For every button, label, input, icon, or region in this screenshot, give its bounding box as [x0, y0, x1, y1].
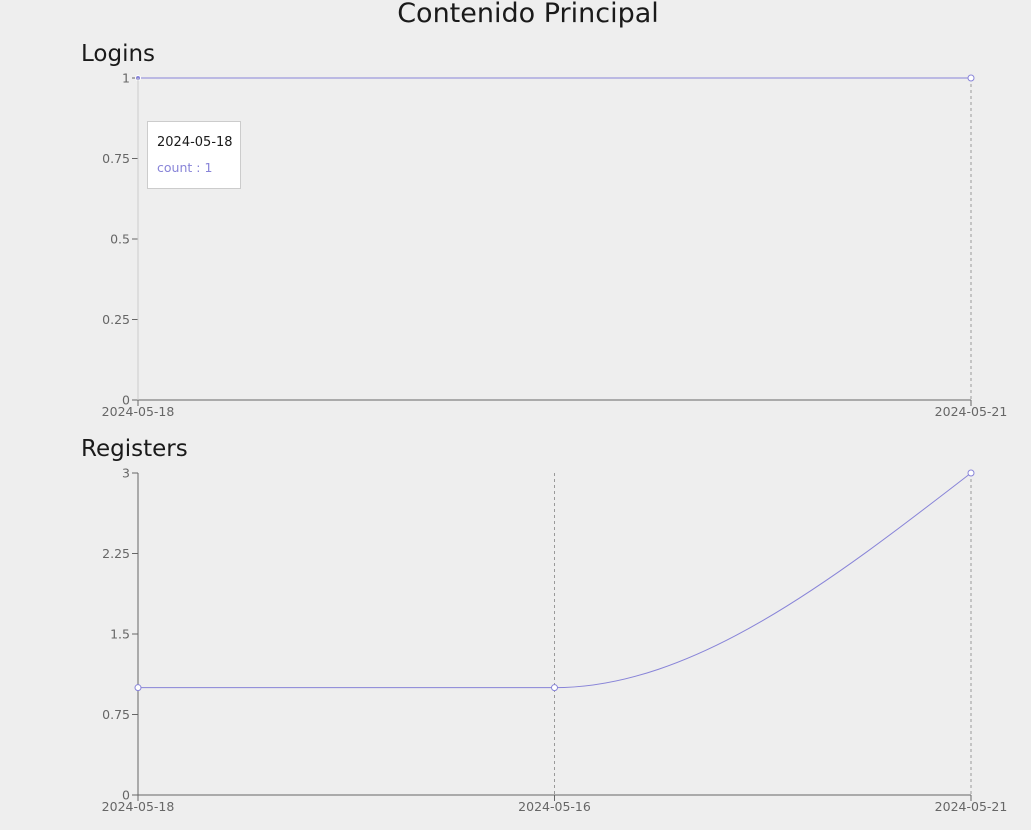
- tooltip-series-name: count: [157, 160, 193, 175]
- x-tick-label: 2024-05-18: [102, 799, 175, 814]
- logins-chart-title: Logins: [81, 41, 156, 67]
- y-tick-label: 0.25: [102, 312, 130, 327]
- x-axis: 2024-05-18 2024-05-21: [102, 399, 1008, 419]
- data-point[interactable]: [967, 469, 975, 477]
- y-tick-label: 1.5: [110, 627, 130, 642]
- tooltip-separator: :: [192, 160, 205, 175]
- logins-line-chart[interactable]: 0 0.25 0.5 0.75 1 2024-05-18 2024-05-21: [0, 60, 1031, 425]
- y-tick-label: 0.75: [102, 707, 130, 722]
- y-tick-label: 2.25: [102, 546, 130, 561]
- y-axis: 0 0.25 0.5 0.75 1: [102, 71, 139, 408]
- y-tick-label: 1: [122, 71, 130, 86]
- logins-tooltip: 2024-05-18 count : 1: [147, 121, 241, 189]
- x-tick-label: 2024-05-21: [935, 799, 1008, 814]
- x-tick-label: 2024-05-18: [102, 404, 175, 419]
- y-tick-label: 0: [122, 393, 130, 408]
- y-tick-label: 0: [122, 788, 130, 803]
- y-axis: 0 0.75 1.5 2.25 3: [102, 466, 139, 803]
- tooltip-date: 2024-05-18: [157, 135, 233, 150]
- tooltip-count: 1: [204, 160, 213, 175]
- x-axis: 2024-05-18 2024-05-16 2024-05-21: [102, 794, 1008, 814]
- data-point[interactable]: [551, 684, 558, 692]
- chart-grid: [137, 473, 972, 796]
- page-title: Contenido Principal: [397, 0, 659, 29]
- y-tick-label: 0.75: [102, 151, 130, 166]
- x-tick-label: 2024-05-16: [518, 799, 591, 814]
- tooltip-value: count : 1: [157, 159, 231, 177]
- data-point[interactable]: [134, 684, 142, 692]
- x-tick-label: 2024-05-21: [935, 404, 1008, 419]
- chart-grid: [137, 78, 972, 401]
- data-point[interactable]: [967, 74, 975, 82]
- y-tick-label: 3: [122, 466, 130, 481]
- y-tick-label: 0.5: [110, 232, 130, 247]
- registers-chart-title: Registers: [81, 436, 188, 462]
